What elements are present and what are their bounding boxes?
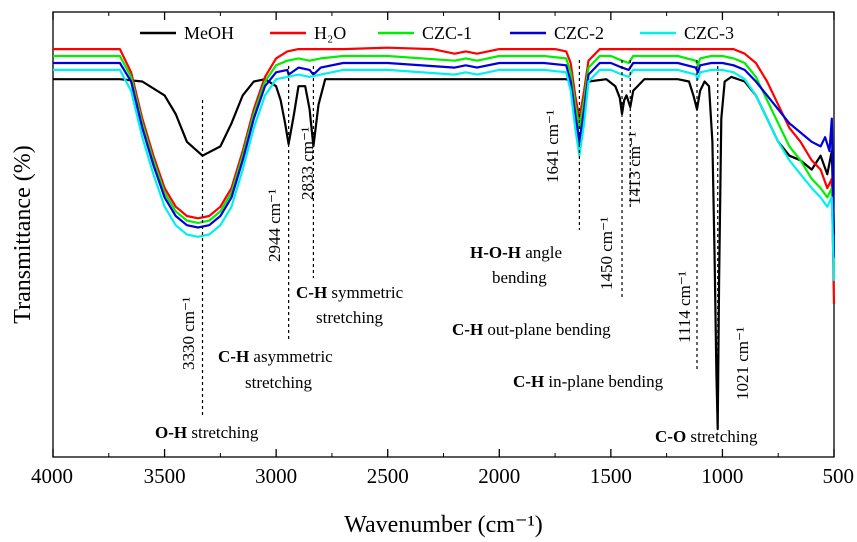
series-line-0: [53, 75, 836, 431]
annotation-1: C-H asymmetric: [218, 347, 333, 366]
series-line-3: [53, 61, 836, 258]
x-axis-title: Wavenumber (cm⁻¹): [344, 512, 543, 538]
annotation-7: C-H out-plane bending: [452, 320, 611, 339]
x-tick-label-3000: 3000: [255, 464, 297, 488]
legend-label-3: CZC-2: [554, 23, 604, 43]
peak-label-1021: 1021 cm⁻¹: [733, 327, 752, 400]
x-tick-label-3500: 3500: [144, 464, 186, 488]
peak-label-3330: 3330 cm⁻¹: [179, 297, 198, 370]
peak-label-1450: 1450 cm⁻¹: [597, 217, 616, 290]
annotation-8: C-H in-plane bending: [513, 372, 664, 391]
y-axis-title: Transmittance (%): [10, 145, 36, 323]
annotation-2: stretching: [245, 373, 313, 392]
peak-lines: 3330 cm⁻¹ 2944 cm⁻¹ 2833 cm⁻¹ 1641 cm⁻¹ 1450…: [179, 60, 752, 418]
peak-label-1641: 1641 cm⁻¹: [543, 110, 562, 183]
x-tick-label-1000: 1000: [701, 464, 743, 488]
x-tick-label-4000: 4000: [31, 464, 73, 488]
peak-label-2944: 2944 cm⁻¹: [265, 189, 284, 262]
annotation-5: H-O-H angle: [470, 243, 562, 262]
legend-label-4: CZC-3: [684, 23, 734, 43]
legend-label-2: CZC-1: [422, 23, 472, 43]
annotation-4: stretching: [316, 308, 384, 327]
peak-label-1413: 1413 cm⁻¹: [625, 132, 644, 205]
x-tick-label-1500: 1500: [590, 464, 632, 488]
legend-label-0: MeOH: [184, 23, 234, 43]
annotation-9: C-O stretching: [655, 427, 758, 446]
series-line-2: [53, 54, 836, 272]
annotations: O-H stretching C-H asymmetric stretching C-…: [155, 243, 758, 446]
axes: 4000 3500 3000 2500 2000 1500 1000 500 Wavenumbe…: [10, 12, 854, 538]
legend-label-1: H₂O: [314, 23, 346, 43]
legend: MeOH H₂O CZC-1 CZC-2 CZC-3: [140, 23, 734, 43]
annotation-3: C-H symmetric: [296, 283, 404, 302]
peak-label-2833: 2833 cm⁻¹: [298, 127, 317, 200]
series-layer: [53, 46, 836, 431]
series-line-1: [53, 46, 836, 305]
x-tick-label-2500: 2500: [367, 464, 409, 488]
x-tick-label-500: 500: [823, 464, 855, 488]
series-line-4: [53, 68, 836, 281]
peak-label-1114: 1114 cm⁻¹: [675, 271, 694, 343]
annotation-0: O-H stretching: [155, 423, 259, 442]
x-tick-label-2000: 2000: [478, 464, 520, 488]
annotation-6: bending: [492, 268, 547, 287]
